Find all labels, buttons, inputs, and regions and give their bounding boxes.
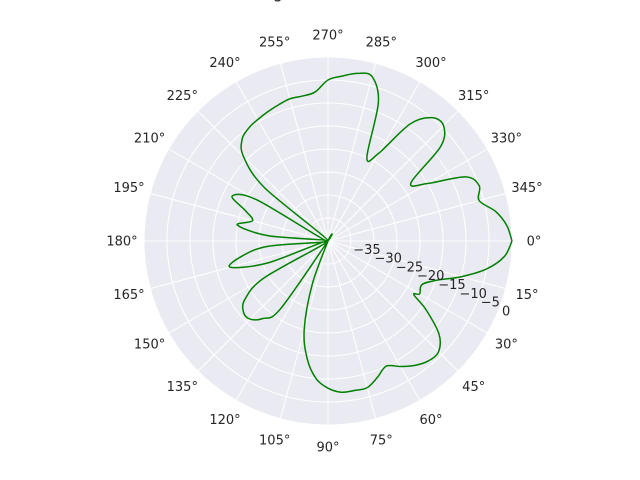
radial-tick-label: −5 — [481, 296, 500, 311]
angle-tick-labels: 0° 15° 30° 45° 60° 75° 90° 105° 120° 135° 150° 165°… — [106, 29, 542, 456]
angle-tick-label: 195° — [113, 181, 144, 196]
angular-gridline — [327, 148, 488, 242]
angle-tick-label: 180° — [106, 235, 137, 250]
angle-tick-label: 60° — [419, 413, 442, 428]
angular-gridline — [197, 110, 329, 242]
angular-gridline — [327, 110, 459, 242]
angular-gridline — [327, 240, 377, 419]
angle-tick-label: 315° — [458, 89, 489, 104]
radial-tick-label: −30 — [375, 252, 402, 267]
angle-tick-label: 0° — [527, 235, 542, 250]
angular-gridline — [327, 81, 421, 242]
angular-gridline — [327, 192, 506, 242]
angular-gridline — [150, 192, 329, 242]
angular-gridline — [279, 63, 329, 242]
angle-tick-label: 75° — [370, 434, 393, 449]
angle-tick-label: 90° — [316, 441, 339, 456]
angle-tick-label: 165° — [113, 288, 144, 303]
radial-tick-label: −25 — [396, 260, 423, 275]
radial-tick-label: −20 — [417, 269, 444, 284]
radial-tick-label: 0 — [502, 304, 510, 319]
angle-tick-label: 15° — [515, 288, 538, 303]
angular-gridline — [150, 240, 329, 290]
angle-tick-label: 150° — [134, 338, 165, 353]
angle-tick-label: 285° — [366, 36, 397, 51]
angular-gridline — [327, 240, 459, 372]
radial-tick-label: −10 — [460, 287, 487, 302]
angle-tick-label: 225° — [167, 89, 198, 104]
radial-tick-label: −15 — [438, 278, 465, 293]
angle-tick-label: 45° — [462, 380, 485, 395]
angle-tick-label: 210° — [134, 132, 165, 147]
series-layer — [228, 72, 513, 394]
angular-gridline — [235, 81, 329, 242]
angle-tick-label: 255° — [259, 36, 290, 51]
angular-gridline — [327, 240, 488, 334]
angle-tick-label: 105° — [259, 434, 290, 449]
angle-tick-label: 345° — [511, 181, 542, 196]
series-line — [228, 72, 513, 394]
angular-gridline — [327, 63, 377, 242]
radial-tick-labels: −35−30−25−20−15−10−50 — [353, 243, 510, 320]
angle-tick-label: 120° — [209, 413, 240, 428]
chart-title: g — [273, 0, 283, 2]
angle-tick-label: 270° — [312, 29, 343, 44]
angular-gridline — [197, 240, 329, 372]
angle-tick-label: 240° — [209, 56, 240, 71]
angle-tick-label: 30° — [495, 338, 518, 353]
grid — [143, 56, 513, 426]
angular-gridline — [327, 240, 421, 401]
angular-gridline — [327, 240, 506, 290]
angle-tick-label: 300° — [415, 56, 446, 71]
angle-tick-label: 330° — [491, 132, 522, 147]
angular-gridline — [235, 240, 329, 401]
radial-tick-label: −35 — [353, 243, 380, 258]
angle-tick-label: 135° — [167, 380, 198, 395]
